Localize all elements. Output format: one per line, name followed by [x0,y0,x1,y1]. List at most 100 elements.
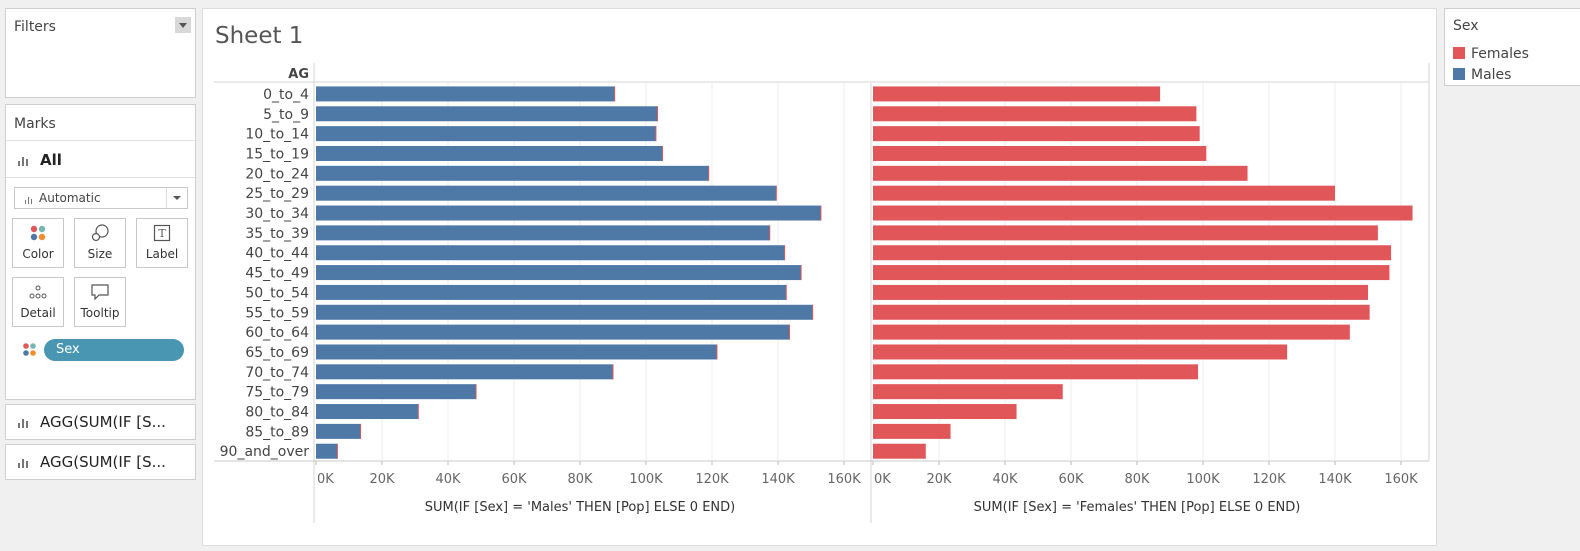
mark-type-dropdown[interactable]: Automatic [14,187,188,209]
population-pyramid-chart: AG 0K 20K 40K 60K 80K 100K 120K 140K 160K SUM(IF [… [214,63,1430,523]
bar-chart-icon [18,418,32,428]
bar-females [873,284,1368,300]
bar-females [873,106,1197,122]
category-label: 50_to_54 [245,285,309,301]
category-label: 20_to_24 [245,166,309,182]
axis-tick-label: 20K [369,472,395,487]
bar-males [316,205,821,221]
bar-males [316,404,419,420]
bar-males [316,284,787,300]
bar-males [316,384,477,400]
bar-males [316,106,658,122]
bar-males [316,165,709,181]
measure-shelf-item[interactable]: AGG(SUM(IF [S... [5,444,196,480]
legend-item-males[interactable]: Males [1453,67,1511,83]
measure-shelf-item[interactable]: AGG(SUM(IF [S... [5,404,196,440]
bar-males [316,324,790,340]
bar-females [873,126,1200,142]
category-label: 35_to_39 [245,226,309,242]
bar-females [873,364,1199,380]
svg-text:T: T [158,227,166,240]
bar-females [873,205,1413,221]
category-label: 55_to_59 [245,305,309,321]
bar-females [873,443,926,459]
axis-tick-label: 160K [1384,472,1418,487]
bar-males [316,225,770,241]
bar-females [873,324,1350,340]
bar-females [873,344,1288,360]
category-label: 0_to_4 [263,87,309,103]
tooltip-icon [75,278,125,306]
bar-females [873,225,1378,241]
bar-females [873,423,951,439]
category-label: 15_to_19 [245,146,309,162]
axis-tick-label: 20K [926,472,952,487]
bar-females [873,265,1390,281]
bar-males [316,265,802,281]
color-legend: Sex Females Males [1444,8,1580,86]
color-icon [23,343,36,356]
marks-title: Marks [14,116,56,132]
category-label: 40_to_44 [245,246,309,262]
bar-males [316,423,361,439]
category-label: 30_to_34 [245,206,309,222]
category-label: 65_to_69 [245,345,309,361]
axis-tick-label: 60K [1058,472,1084,487]
bar-males [316,443,338,459]
bar-males [316,245,785,261]
tooltip-button[interactable]: Tooltip [74,277,126,327]
category-label: 5_to_9 [263,107,309,123]
category-label: 75_to_79 [245,385,309,401]
bar-females [873,245,1392,261]
category-label: 80_to_84 [245,405,309,421]
axis-tick-label: 100K [1186,472,1220,487]
bar-males [316,145,663,161]
marks-all[interactable]: All [18,151,62,169]
category-label: 85_to_89 [245,424,309,440]
color-button[interactable]: Color [12,218,64,268]
row-header-label: AG [288,67,309,82]
axis-tick-label: 140K [1318,472,1352,487]
label-button[interactable]: T Label [136,218,188,268]
legend-title: Sex [1453,18,1479,34]
worksheet-view: Sheet 1 AG 0K 20K 40K 60K 80K 100K 120K 140K 160K… [202,8,1437,546]
color-icon [13,219,63,247]
category-label: 10_to_14 [245,127,309,143]
bar-females [873,165,1248,181]
axis-title: SUM(IF [Sex] = 'Males' THEN [Pop] ELSE 0… [425,500,735,515]
size-icon [75,219,125,247]
bar-females [873,304,1370,320]
axis-tick-label: 140K [761,472,795,487]
axis-tick-label: 80K [567,472,593,487]
bar-females [873,384,1063,400]
size-button[interactable]: Size [74,218,126,268]
axis-tick-label: 0K [874,472,891,487]
bar-females [873,145,1207,161]
sex-pill[interactable]: Sex [44,339,184,361]
filters-card: Filters [5,8,196,98]
bar-males [316,126,656,142]
chevron-down-icon[interactable] [166,188,187,208]
axis-tick-label: 80K [1124,472,1150,487]
sheet-title: Sheet 1 [215,23,304,49]
legend-item-females[interactable]: Females [1453,46,1529,62]
filters-title: Filters [14,19,56,35]
bar-chart-icon [18,458,32,468]
marks-card: Marks All Automatic Color Size T Label D… [5,104,196,400]
category-label: 90_and_over [220,444,310,460]
bar-females [873,185,1335,201]
axis-tick-label: 120K [695,472,729,487]
category-label: 70_to_74 [245,365,309,381]
bar-chart-icon [25,194,35,204]
detail-icon [13,278,63,306]
bar-males [316,86,615,102]
bar-males [316,185,777,201]
axis-tick-label: 60K [501,472,527,487]
filters-dropdown-icon[interactable] [175,17,191,33]
detail-button[interactable]: Detail [12,277,64,327]
bar-females [873,86,1161,102]
bar-chart-icon [18,156,32,166]
category-label: 25_to_29 [245,186,309,202]
axis-tick-label: 0K [317,472,334,487]
label-icon: T [137,219,187,247]
